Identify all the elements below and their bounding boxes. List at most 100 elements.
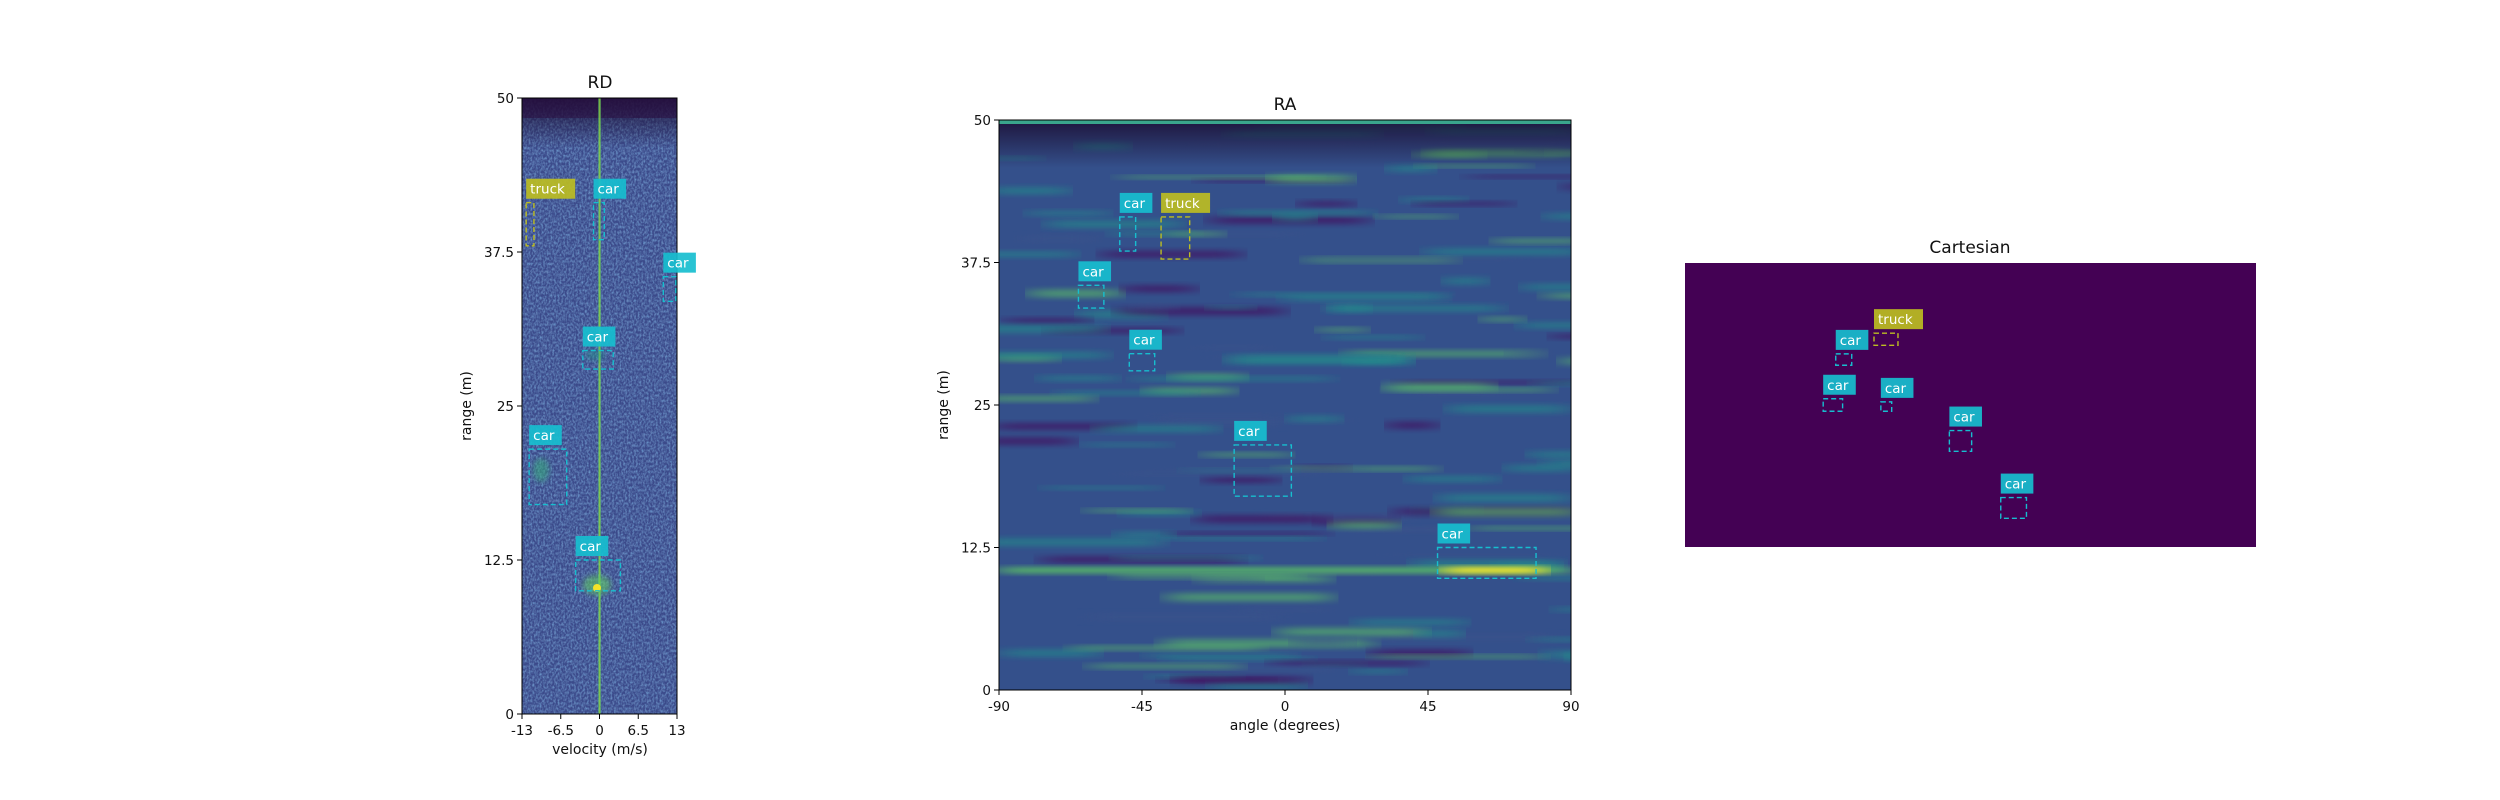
ra-texture-streak: [1376, 215, 1456, 219]
ra-texture-streak: [1287, 415, 1342, 423]
ra-xtick-label: -45: [1131, 699, 1153, 715]
rd-ytick-group: 0 12.5 25 37.5 50: [484, 91, 522, 723]
ra-ytick-label: 0: [982, 683, 991, 699]
ra-texture-streak: [1118, 471, 1322, 477]
ra-texture-streak: [1439, 493, 1568, 503]
ra-texture-streak: [1164, 657, 1311, 661]
ra-label-bg: [1437, 523, 1471, 544]
ra-ylabel: range (m): [936, 370, 952, 440]
ra-title: RA: [1274, 95, 1297, 115]
ra-texture-streak: [1382, 553, 1562, 557]
ra-texture-streak: [1017, 234, 1100, 243]
cartesian-panel: Cartesian truck car car car car car: [1685, 238, 2256, 547]
ra-texture-streak: [1095, 425, 1218, 433]
ra-bbox-label: truck: [1165, 196, 1200, 212]
ra-texture-streak: [1415, 629, 1464, 638]
ra-xlabel: angle (degrees): [1230, 718, 1341, 734]
cartesian-box-group: truck car car car car car: [1822, 309, 2034, 520]
ra-texture-streak: [1351, 669, 1406, 674]
rd-bbox-label: car: [587, 330, 609, 346]
ra-texture-streak: [1231, 607, 1333, 613]
ra-texture-streak: [1190, 345, 1273, 351]
ra-texture-streak: [1038, 375, 1118, 381]
ra-texture-streak: [1261, 512, 1415, 522]
ra-texture-streak: [1545, 292, 1571, 299]
ra-bbox-truck: [1160, 216, 1191, 260]
ra-texture-streak: [1401, 197, 1467, 203]
ra-texture-streak: [1316, 327, 1369, 332]
ra-texture-streak: [999, 395, 1094, 402]
rd-ytick-label: 12.5: [484, 553, 514, 569]
ra-texture-streak: [1168, 532, 1328, 536]
ra-texture-streak: [1164, 536, 1319, 541]
cartesian-bbox-car: [1822, 398, 1844, 412]
cartesian-label-bg: [1823, 374, 1856, 395]
ra-texture-streak: [1522, 283, 1571, 291]
rd-bbox-car: [582, 349, 614, 370]
ra-bbox-car: [1119, 216, 1137, 252]
ra-xtick-label: -90: [988, 699, 1010, 715]
ra-texture-streak: [1528, 451, 1571, 459]
ra-texture-streak: [1563, 357, 1571, 365]
ra-texture-streak: [1005, 318, 1091, 324]
ra-texture-streak: [1413, 559, 1561, 568]
ra-texture-streak: [1316, 257, 1524, 262]
ra-texture-streak: [1163, 467, 1362, 472]
ra-texture-streak: [1164, 231, 1225, 237]
ra-texture-streak: [1202, 452, 1292, 457]
ra-texture-streak: [1386, 164, 1435, 173]
ra-ytick-label: 37.5: [961, 256, 991, 272]
ra-texture-streak: [1354, 619, 1466, 626]
ra-bbox-car: [1436, 546, 1537, 579]
ra-texture-streak: [1566, 653, 1571, 661]
rd-xtick-label: 13: [668, 723, 685, 739]
ra-texture-streak: [1505, 464, 1571, 472]
cartesian-bbox-car: [1835, 353, 1853, 366]
ra-texture-streak: [1427, 248, 1571, 256]
ra-heatmap: [999, 120, 1571, 690]
ra-texture-streak: [1545, 459, 1571, 467]
ra-texture-streak: [1274, 213, 1316, 222]
ra-ytick-label: 50: [974, 113, 991, 129]
ra-texture-streak: [1386, 382, 1493, 391]
cartesian-label-bg: [1949, 406, 1982, 427]
ra-ytick-label: 12.5: [961, 541, 991, 557]
rd-xtick-label: -6.5: [548, 723, 574, 739]
cartesian-label-bg: [1874, 309, 1924, 330]
cartesian-bbox-car: [1948, 429, 1973, 452]
ra-texture-streak: [1109, 232, 1200, 236]
ra-ytick-label: 25: [974, 398, 991, 414]
ra-texture-streak: [1329, 521, 1399, 529]
ra-texture-streak: [1298, 201, 1355, 207]
ra-bbox-car: [1077, 284, 1105, 309]
ra-texture-streak: [1505, 350, 1552, 357]
ra-texture-streak: [1283, 295, 1445, 302]
ra-texture-streak: [1269, 174, 1353, 184]
ra-texture-streak: [1026, 210, 1110, 216]
cartesian-bbox-label: truck: [1878, 312, 1913, 328]
ra-texture-streak: [1002, 649, 1099, 658]
ra-bbox-car: [1128, 353, 1156, 372]
rd-xtick-label: 0: [595, 723, 604, 739]
ra-texture-streak: [1566, 182, 1571, 191]
rd-bbox-label: car: [667, 256, 689, 272]
ra-texture-streak: [1370, 649, 1469, 657]
ra-texture-streak: [1271, 660, 1423, 666]
ra-ytick-group: 0 12.5 25 37.5 50: [961, 113, 999, 699]
ra-texture-streak: [1224, 210, 1371, 216]
ra-texture-streak: [1536, 381, 1571, 386]
rd-label-bg: [663, 252, 696, 273]
ra-texture-streak: [1387, 387, 1551, 392]
cartesian-bbox-truck: [1873, 332, 1899, 347]
ra-texture-streak: [1469, 175, 1571, 179]
rd-label-bg: [593, 178, 627, 199]
ra-xtick-group: -90 -45 0 45 90: [988, 690, 1580, 715]
cartesian-label-bg: [2000, 473, 2034, 494]
cartesian-bbox-car: [1880, 401, 1893, 412]
ra-texture-streak: [1522, 576, 1571, 581]
cartesian-bbox-label: car: [1885, 381, 1907, 397]
rd-ytick-label: 0: [505, 707, 514, 723]
ra-texture-streak: [999, 437, 1075, 446]
ra-texture-streak: [1479, 317, 1526, 322]
